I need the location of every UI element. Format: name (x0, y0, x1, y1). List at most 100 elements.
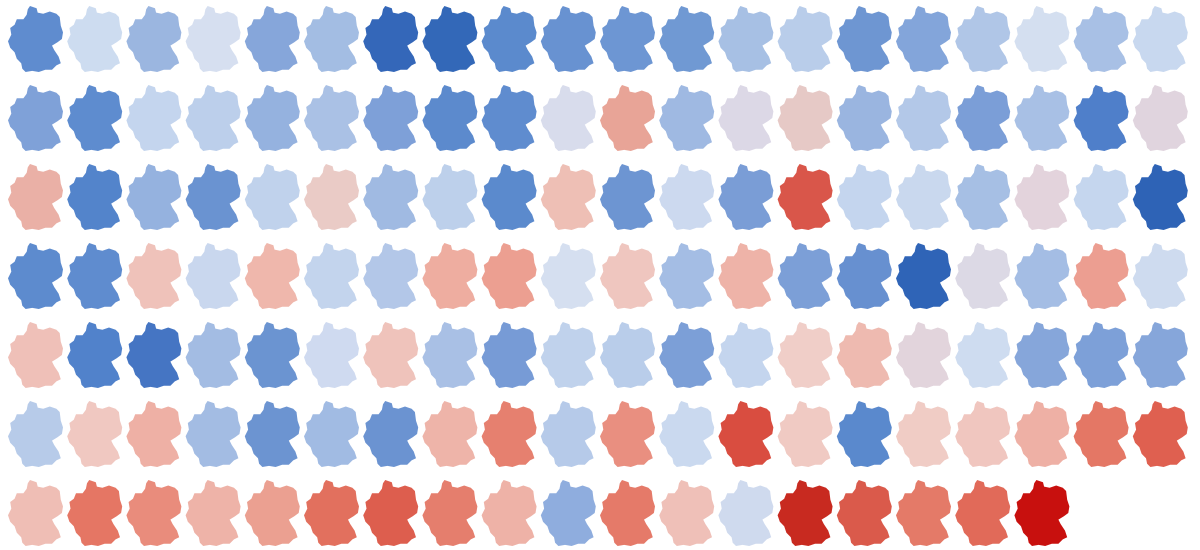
map-tile (836, 164, 892, 230)
map-tile (126, 85, 182, 151)
map-tile (126, 164, 182, 230)
map-tile (777, 85, 833, 151)
map-tile (304, 164, 359, 230)
map-tile (363, 243, 419, 309)
map-tile (126, 6, 182, 72)
map-tile (896, 243, 951, 309)
map-tile (481, 401, 537, 467)
map-tile (422, 480, 478, 546)
map-tile (955, 6, 1011, 72)
map-tile (304, 85, 359, 151)
map-tile (304, 401, 359, 467)
map-tile (659, 164, 715, 230)
map-tile (600, 6, 655, 72)
map-tile (185, 480, 241, 546)
map-tile (718, 85, 774, 151)
map-tile (481, 164, 537, 230)
map-tile (896, 480, 951, 546)
map-tile (600, 243, 655, 309)
map-tile (659, 322, 715, 388)
map-tile (67, 401, 123, 467)
map-tile (896, 322, 951, 388)
map-tile (185, 85, 241, 151)
map-tile (1073, 243, 1129, 309)
map-tile (481, 6, 537, 72)
map-tile (600, 164, 655, 230)
map-tile (600, 322, 655, 388)
map-tile (244, 164, 300, 230)
map-tile (777, 164, 833, 230)
map-tile (363, 164, 419, 230)
map-tile (1014, 401, 1070, 467)
map-tile (659, 6, 715, 72)
map-tile (896, 164, 951, 230)
map-tile (600, 85, 655, 151)
map-tile (8, 6, 63, 72)
map-tile (304, 480, 359, 546)
map-tile (481, 85, 537, 151)
map-tile (67, 6, 123, 72)
map-tile (540, 322, 596, 388)
map-tile (244, 322, 300, 388)
map-tile (363, 322, 419, 388)
map-tile (422, 401, 478, 467)
map-tile (8, 243, 63, 309)
map-tile (67, 164, 123, 230)
map-tile (1132, 322, 1188, 388)
map-tile (718, 6, 774, 72)
map-tile (896, 401, 951, 467)
map-tile (304, 322, 359, 388)
map-tile (659, 243, 715, 309)
map-tile (1073, 401, 1129, 467)
map-tile (1132, 6, 1188, 72)
map-tile (718, 480, 774, 546)
map-tile (481, 480, 537, 546)
map-tile (363, 401, 419, 467)
map-tile (540, 401, 596, 467)
map-tile (8, 85, 63, 151)
map-tile (67, 85, 123, 151)
map-tile (836, 322, 892, 388)
map-tile (244, 243, 300, 309)
map-tile (836, 243, 892, 309)
map-tile (363, 480, 419, 546)
map-tile (777, 480, 833, 546)
map-tile (896, 6, 951, 72)
map-tile (836, 480, 892, 546)
map-tile (1014, 85, 1070, 151)
map-tile (1132, 164, 1188, 230)
map-tile (1014, 243, 1070, 309)
map-tile (955, 164, 1011, 230)
map-tile (600, 401, 655, 467)
map-tile (540, 85, 596, 151)
map-tile (718, 401, 774, 467)
map-tile (836, 85, 892, 151)
map-tile (126, 480, 182, 546)
map-tile (718, 164, 774, 230)
map-tile (955, 401, 1011, 467)
map-tile (777, 6, 833, 72)
map-tile (955, 322, 1011, 388)
map-tile (1073, 6, 1129, 72)
map-tile (777, 322, 833, 388)
map-tile (1073, 322, 1129, 388)
map-tile (363, 6, 419, 72)
map-tile (955, 85, 1011, 151)
map-tile (422, 85, 478, 151)
map-tile (8, 164, 63, 230)
map-tile (955, 243, 1011, 309)
map-tile (1132, 85, 1188, 151)
map-tile (540, 480, 596, 546)
map-tile (540, 243, 596, 309)
map-tile (1014, 6, 1070, 72)
map-tile (185, 6, 241, 72)
map-tile (1014, 322, 1070, 388)
map-tile (777, 243, 833, 309)
map-tile (8, 480, 63, 546)
map-tile (1014, 164, 1070, 230)
map-tile (363, 85, 419, 151)
map-tile (836, 401, 892, 467)
map-tile (67, 480, 123, 546)
map-tile (422, 164, 478, 230)
